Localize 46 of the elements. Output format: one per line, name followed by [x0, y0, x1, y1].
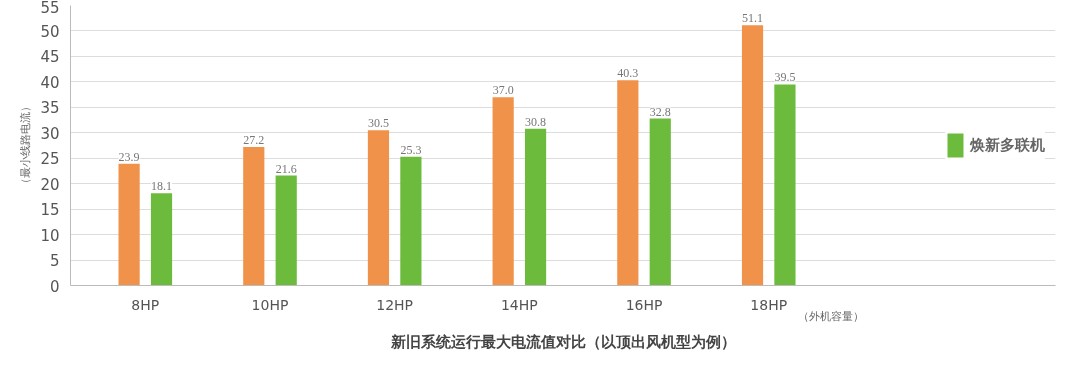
data-label: 30.5 — [367, 116, 389, 131]
bar — [150, 193, 173, 286]
legend-label: 焕新多联机 — [970, 135, 1045, 155]
x-tick-label: 12HP — [376, 296, 414, 313]
bar — [492, 97, 514, 286]
data-label: 37.0 — [492, 83, 514, 98]
data-label: 25.3 — [400, 142, 422, 157]
bar — [649, 118, 671, 286]
x-tick-label: 16HP — [625, 296, 663, 313]
y-tick-label: 50 — [40, 22, 60, 41]
bar — [524, 128, 547, 286]
bar — [118, 163, 140, 286]
y-tick-label: 10 — [40, 226, 60, 245]
y-tick-label: 0 — [49, 277, 60, 296]
bar — [741, 25, 764, 286]
bar — [367, 130, 390, 286]
bar — [400, 156, 422, 286]
y-tick-label: 35 — [40, 99, 60, 118]
y-tick-label: 5 — [49, 252, 60, 271]
y-tick-label: 30 — [40, 124, 60, 143]
y-tick-label: 15 — [40, 201, 60, 220]
y-tick-label: 45 — [40, 48, 60, 67]
bar — [243, 147, 265, 286]
x-tick-label: 8HP — [131, 296, 160, 313]
data-label: 40.3 — [617, 66, 639, 81]
y-tick-label: 25 — [40, 150, 60, 169]
y-tick-label: 40 — [40, 73, 60, 92]
data-label: 30.8 — [525, 114, 547, 129]
x-tick-label: 18HP — [750, 296, 788, 313]
bar — [617, 80, 639, 286]
data-label: 21.6 — [275, 161, 297, 176]
x-tick-label: 10HP — [251, 296, 289, 313]
data-label: 39.5 — [774, 70, 796, 85]
data-label: 23.9 — [118, 149, 140, 164]
bar — [275, 175, 297, 286]
data-label: 51.1 — [742, 11, 764, 26]
x-axis-title: （外机容量） — [798, 309, 865, 323]
x-tick-label: 14HP — [500, 296, 538, 313]
data-label: 18.1 — [151, 179, 173, 194]
y-tick-label: 20 — [40, 175, 60, 194]
data-label: 27.2 — [243, 133, 265, 148]
text: 新旧系统运行最大电流值对比（以顶出风机型为例） — [389, 332, 736, 351]
y-tick-label: 55 — [40, 0, 60, 17]
data-label: 32.8 — [649, 104, 671, 119]
bar — [774, 84, 796, 286]
y-axis-title: （最小线路电流） — [19, 101, 33, 190]
